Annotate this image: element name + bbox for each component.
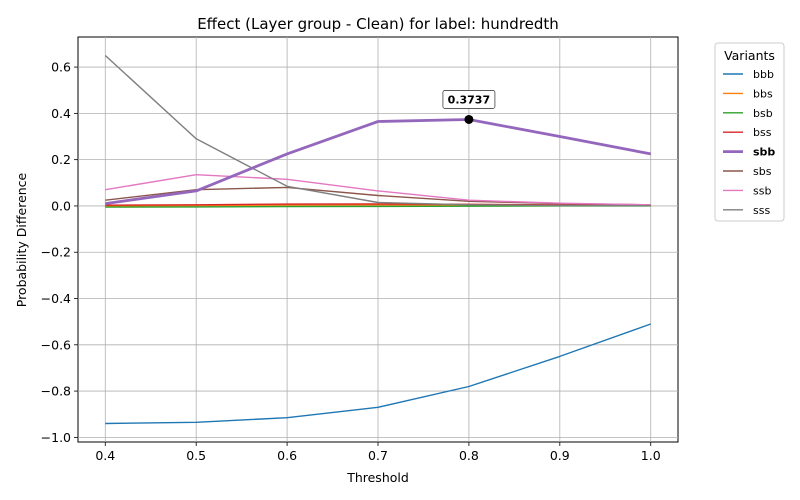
x-axis-label: Threshold: [346, 470, 409, 485]
x-tick-label: 0.5: [186, 448, 206, 463]
y-axis-label: Probability Difference: [14, 172, 29, 307]
y-tick-label: 0.6: [51, 60, 71, 75]
legend-label-bbs: bbs: [753, 87, 773, 100]
annotation-box: [442, 90, 496, 109]
legend-label-ssb: ssb: [753, 184, 771, 197]
series-line-bbb: [105, 323, 651, 425]
legend-label-sbs: sbs: [753, 165, 772, 178]
series-line-ssb: [105, 173, 651, 206]
x-tick-label: 1.0: [641, 448, 661, 463]
legend-label-sss: sss: [753, 204, 770, 217]
y-axis-ticks: −1.0 −0.8 −0.6 −0.4 −0.2 0.0 0.2 0.4 0.6: [41, 60, 78, 445]
x-tick-label: 0.9: [550, 448, 570, 463]
x-tick-label: 0.6: [277, 448, 297, 463]
series-lines: [104, 54, 651, 425]
legend-frame: [714, 42, 785, 222]
legend-title: Variants: [724, 48, 775, 63]
legend: Variants bbb bbs bsb bss sbb sbs ssb sss: [714, 42, 785, 222]
legend-label-bsb: bsb: [753, 107, 773, 120]
series-line-sbb: [105, 118, 651, 205]
x-tick-label: 0.8: [459, 448, 479, 463]
x-tick-label: 0.7: [368, 448, 388, 463]
x-tick-label: 0.4: [95, 448, 115, 463]
legend-label-bss: bss: [753, 126, 772, 139]
y-tick-label: 0.4: [51, 106, 71, 121]
y-tick-label: −0.4: [41, 291, 71, 306]
y-tick-label: −1.0: [41, 430, 71, 445]
annotation-label: 0.3737: [448, 93, 490, 106]
x-axis-ticks: 0.4 0.5 0.6 0.7 0.8 0.9 1.0: [95, 442, 661, 463]
y-tick-label: −0.8: [41, 384, 71, 399]
annotation-marker: [464, 114, 474, 124]
y-tick-label: 0.2: [51, 152, 71, 167]
legend-label-sbb: sbb: [753, 146, 775, 159]
chart-title: Effect (Layer group - Clean) for label: …: [197, 15, 559, 33]
y-tick-label: 0.0: [51, 198, 71, 213]
grid-lines: [78, 37, 678, 442]
y-tick-label: −0.6: [41, 337, 71, 352]
peak-annotation: 0.3737: [442, 90, 496, 124]
legend-label-bbb: bbb: [753, 68, 774, 81]
series-line-sss: [104, 54, 651, 207]
legend-items: bbb bbs bsb bss sbb sbs ssb sss: [723, 68, 775, 217]
y-tick-label: −0.2: [41, 245, 71, 260]
